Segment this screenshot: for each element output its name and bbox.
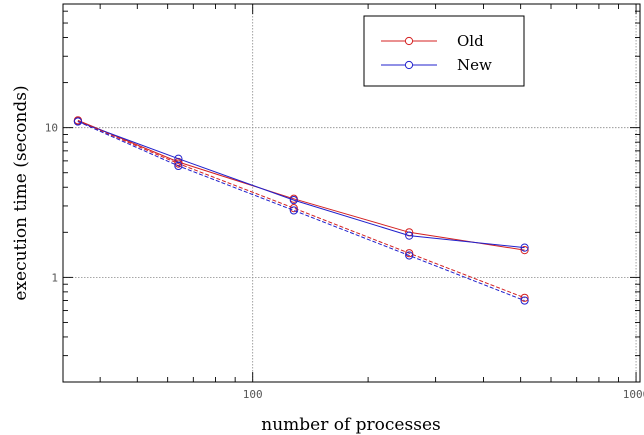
y-tick-label: 10 (45, 122, 58, 135)
series-point-2 (174, 159, 183, 168)
x-tick-label: 100 (243, 388, 263, 401)
legend: Old New (363, 15, 525, 87)
legend-label: Old (457, 32, 484, 50)
series-point-3 (520, 296, 529, 305)
series-point-2 (405, 249, 414, 258)
series-point-3 (174, 161, 183, 171)
series-point-3 (289, 206, 298, 215)
series-group (73, 116, 529, 305)
series-point-2 (520, 293, 529, 302)
series-point-3 (405, 251, 414, 260)
series-point-1 (289, 196, 298, 205)
x-axis-label: number of processes (261, 415, 440, 435)
grid-lines (63, 4, 640, 382)
series-line-2 (77, 120, 525, 299)
legend-label: New (457, 56, 492, 74)
series-line-1 (77, 121, 525, 249)
plot-frame (62, 3, 641, 383)
axis-ticks (63, 4, 640, 383)
series-point-0 (520, 246, 529, 255)
series-line-3 (77, 121, 525, 302)
y-axis-label: execution time (seconds) (11, 85, 31, 300)
series-point-1 (405, 231, 414, 240)
legend-marker (404, 36, 414, 46)
series-point-2 (289, 204, 298, 213)
legend-box (363, 15, 525, 87)
y-tick-label: 1 (51, 271, 58, 284)
series-line-0 (77, 119, 525, 251)
series-point-3 (73, 117, 83, 126)
legend-marker (404, 60, 414, 70)
x-tick-label: 1000 (623, 388, 644, 401)
series-point-1 (520, 243, 529, 252)
tick-labels: 100 1000 1 10 (45, 122, 644, 401)
